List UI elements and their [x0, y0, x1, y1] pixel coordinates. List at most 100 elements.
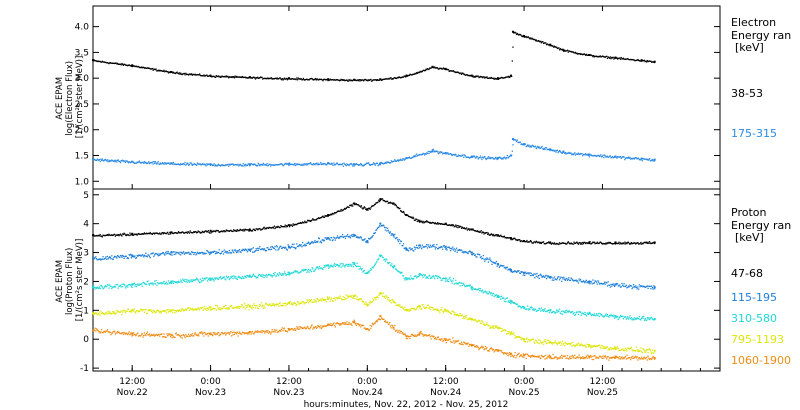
electron-sample-dot	[529, 38, 531, 40]
proton-sample-dot	[587, 281, 589, 283]
proton-sample-dot	[422, 276, 424, 278]
electron-sample-dot	[387, 78, 389, 80]
proton-sample-dot	[627, 286, 629, 289]
proton-sample-dot	[288, 246, 291, 249]
proton-sample-dot	[408, 216, 410, 218]
electron-sample-dot	[166, 162, 168, 164]
electron-sample-dot	[109, 160, 111, 162]
proton-sample-dot	[468, 250, 471, 252]
proton-sample-dot	[375, 262, 377, 264]
electron-sample-dot	[451, 154, 453, 157]
electron-sample-dot	[556, 47, 559, 50]
proton-sample-dot	[526, 337, 528, 339]
proton-sample-dot	[317, 217, 320, 219]
proton-sample-dot	[191, 251, 193, 254]
electron-sample-dot	[328, 162, 330, 164]
proton-sample-dot	[548, 276, 551, 279]
proton-sample-dot	[264, 227, 267, 229]
proton-sample-dot	[410, 277, 413, 279]
proton-sample-dot	[182, 310, 185, 312]
electron-sample-dot	[320, 163, 323, 166]
proton-sample-dot	[433, 276, 435, 278]
proton-sample-dot	[289, 301, 291, 303]
proton-sample-dot	[253, 303, 255, 305]
proton-sample-dot	[613, 348, 615, 350]
proton-sample-dot	[425, 306, 427, 309]
proton-sample-dot	[606, 242, 609, 244]
proton-sample-dot	[635, 286, 638, 289]
electron-sample-dot	[532, 38, 535, 40]
proton-sample-dot	[213, 250, 215, 252]
electron-sample-dot	[571, 153, 574, 155]
proton-sample-dot	[413, 277, 415, 280]
electron-sample-dot	[391, 161, 393, 163]
electron-sample-dot	[388, 77, 390, 80]
proton-sample-dot	[395, 237, 397, 239]
electron-sample-dot	[595, 55, 597, 58]
electron-sample-dot	[378, 163, 381, 165]
electron-sample-dot	[219, 75, 221, 78]
electron-sample-dot	[548, 44, 551, 46]
proton-sample-dot	[452, 223, 454, 226]
electron-sample-dot	[541, 41, 543, 43]
proton-sample-dot	[265, 302, 268, 305]
proton-sample-dot	[206, 309, 208, 312]
proton-sample-dot	[301, 222, 303, 224]
proton-sample-dot	[206, 230, 209, 233]
electron-sample-dot	[286, 163, 289, 165]
proton-sample-dot	[572, 243, 574, 245]
proton-sample-dot	[213, 280, 215, 282]
electron-sample-dot	[445, 152, 447, 155]
proton-sample-dot	[512, 333, 514, 335]
proton-sample-dot	[207, 278, 209, 281]
proton-sample-dot	[199, 307, 201, 309]
proton-sample-dot	[611, 348, 613, 351]
electron-sample-dot	[132, 65, 134, 67]
electron-sample-dot	[258, 77, 260, 79]
proton-sample-dot	[234, 249, 236, 251]
proton-sample-dot	[470, 287, 472, 289]
electron-sample-dot	[359, 164, 361, 166]
electron-sample-dot	[521, 35, 524, 37]
electron-sample-dot	[461, 154, 463, 157]
proton-sample-dot	[310, 270, 313, 273]
proton-sample-dot	[221, 250, 223, 253]
proton-sample-dot	[139, 310, 141, 312]
proton-sample-dot	[113, 256, 115, 259]
proton-sample-dot	[407, 309, 409, 312]
electron-sample-dot	[486, 157, 488, 160]
proton-sample-dot	[638, 315, 641, 318]
proton-sample-dot	[488, 258, 490, 261]
proton-sample-dot	[192, 232, 194, 234]
proton-sample-dot	[426, 220, 428, 222]
proton-sample-dot	[307, 219, 309, 222]
electron-sample-dot	[370, 80, 373, 82]
electron-sample-dot	[146, 162, 149, 165]
proton-sample-dot	[505, 300, 507, 303]
electron-sample-dot	[151, 162, 153, 164]
proton-sample-dot	[305, 244, 307, 246]
proton-sample-dot	[428, 307, 430, 310]
proton-sample-dot	[436, 277, 439, 279]
proton-sample-dot	[354, 262, 356, 264]
proton-sample-dot	[592, 314, 594, 316]
proton-sample-dot	[455, 249, 457, 251]
proton-sample-dot	[299, 302, 302, 304]
electron-sample-dot	[116, 62, 119, 65]
proton-sample-dot	[465, 316, 467, 319]
proton-sample-dot	[299, 245, 302, 247]
proton-sample-dot	[264, 307, 266, 309]
electron-sample-dot	[415, 153, 418, 155]
electron-sample-dot	[526, 36, 529, 38]
electron-sample-dot	[114, 62, 116, 65]
x-tick-date: Nov.24	[430, 388, 461, 398]
electron-sample-dot	[174, 72, 176, 74]
proton-sample-dot	[135, 312, 137, 314]
proton-sample-dot	[361, 268, 363, 270]
electron-sample-dot	[118, 63, 120, 65]
proton-sample-dot	[335, 237, 337, 239]
proton-sample-dot	[267, 274, 269, 277]
electron-sample-dot	[413, 73, 416, 75]
proton-sample-dot	[259, 274, 262, 277]
proton-sample-dot	[553, 311, 555, 313]
